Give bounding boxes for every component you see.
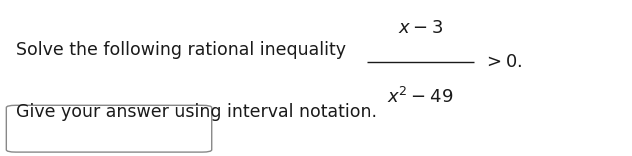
Text: $> 0.$: $> 0.$ [483, 53, 523, 71]
Text: Solve the following rational inequality: Solve the following rational inequality [16, 41, 346, 59]
Text: $x^2-49$: $x^2-49$ [387, 87, 453, 107]
Text: $x-3$: $x-3$ [398, 19, 443, 37]
Text: Give your answer using interval notation.: Give your answer using interval notation… [16, 103, 377, 121]
FancyBboxPatch shape [6, 105, 212, 152]
